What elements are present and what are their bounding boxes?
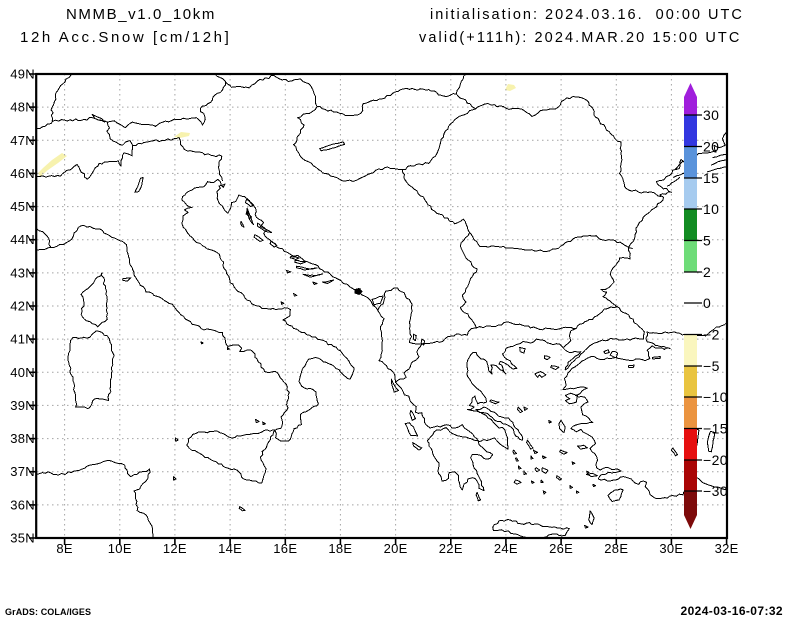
svg-text:valid(+111h): 2024.MAR.20 15:0: valid(+111h): 2024.MAR.20 15:00 UTC xyxy=(419,30,741,46)
svg-text:43N: 43N xyxy=(10,265,35,280)
svg-text:−15: −15 xyxy=(703,420,728,436)
svg-text:42N: 42N xyxy=(10,299,35,314)
svg-text:16E: 16E xyxy=(273,541,297,556)
svg-text:8E: 8E xyxy=(56,541,73,556)
svg-text:−5: −5 xyxy=(703,358,720,374)
svg-text:39N: 39N xyxy=(10,398,35,413)
svg-text:30: 30 xyxy=(703,107,719,123)
svg-text:14E: 14E xyxy=(218,541,242,556)
svg-text:24E: 24E xyxy=(494,541,518,556)
svg-text:5: 5 xyxy=(703,232,711,248)
svg-text:28E: 28E xyxy=(604,541,628,556)
svg-text:49N: 49N xyxy=(10,67,35,82)
svg-text:initialisation: 2024.03.16. 0: initialisation: 2024.03.16. 00:00 UTC xyxy=(430,7,744,23)
svg-text:−2: −2 xyxy=(703,326,720,342)
svg-text:10: 10 xyxy=(703,201,719,217)
svg-text:20E: 20E xyxy=(384,541,408,556)
svg-text:20: 20 xyxy=(703,138,719,154)
svg-text:−30: −30 xyxy=(703,483,728,499)
svg-text:10E: 10E xyxy=(108,541,132,556)
svg-text:35N: 35N xyxy=(10,531,35,546)
svg-text:37N: 37N xyxy=(10,464,35,479)
svg-text:48N: 48N xyxy=(10,100,35,115)
svg-text:32E: 32E xyxy=(715,541,739,556)
svg-text:−20: −20 xyxy=(703,452,728,468)
svg-text:GrADS: COLA/IGES: GrADS: COLA/IGES xyxy=(5,607,91,617)
svg-text:47N: 47N xyxy=(10,133,35,148)
svg-text:45N: 45N xyxy=(10,199,35,214)
svg-text:44N: 44N xyxy=(10,232,35,247)
svg-text:38N: 38N xyxy=(10,431,35,446)
svg-text:46N: 46N xyxy=(10,166,35,181)
svg-text:2024-03-16-07:32: 2024-03-16-07:32 xyxy=(681,604,783,618)
svg-text:12h Acc.Snow [cm/12h]: 12h Acc.Snow [cm/12h] xyxy=(20,29,231,46)
svg-text:41N: 41N xyxy=(10,332,35,347)
svg-text:NMMB_v1.0_10km: NMMB_v1.0_10km xyxy=(66,6,216,23)
svg-text:36N: 36N xyxy=(10,497,35,512)
svg-text:15: 15 xyxy=(703,170,719,186)
svg-text:30E: 30E xyxy=(659,541,683,556)
svg-text:2: 2 xyxy=(703,264,711,280)
svg-text:26E: 26E xyxy=(549,541,573,556)
svg-text:−10: −10 xyxy=(703,389,728,405)
svg-text:18E: 18E xyxy=(328,541,352,556)
svg-text:40N: 40N xyxy=(10,365,35,380)
svg-text:22E: 22E xyxy=(439,541,463,556)
svg-text:12E: 12E xyxy=(163,541,187,556)
svg-text:0: 0 xyxy=(703,295,711,311)
